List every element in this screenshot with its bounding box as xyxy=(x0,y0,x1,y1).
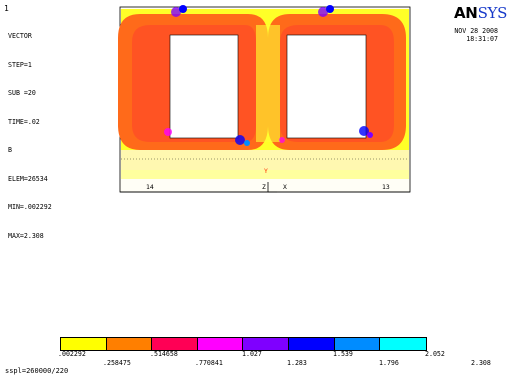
date-label: NOV 28 2008 xyxy=(454,27,498,35)
legend-swatch xyxy=(288,338,335,350)
caption-label: sspl=260000/220 xyxy=(5,367,69,375)
plot-type-label: VECTOR xyxy=(8,32,32,40)
legend-color-bar xyxy=(60,337,427,351)
legend-label: .514658 xyxy=(150,350,178,358)
center-leg xyxy=(256,25,280,142)
legend-label: 2.052 xyxy=(425,350,445,358)
axis-y-label: Y xyxy=(264,167,268,175)
window-number: 1 xyxy=(4,4,9,13)
left-core-inner xyxy=(132,25,256,142)
info-line: ELEM=26534 xyxy=(8,174,48,183)
legend-label: 1.796 xyxy=(379,359,399,367)
node-marker-right: 13 xyxy=(382,183,390,191)
ansys-logo: ANSYS xyxy=(454,4,508,22)
info-line: STEP=1 xyxy=(8,60,32,69)
legend-label: .258475 xyxy=(103,359,131,367)
info-line: B xyxy=(8,146,12,154)
lower-field-region xyxy=(121,150,409,170)
legend-swatch xyxy=(106,338,153,350)
node-marker-left: 14 xyxy=(146,183,154,191)
info-line: MIN=.002292 xyxy=(8,203,52,211)
timestamp: NOV 28 2008 18:31:07 xyxy=(454,27,498,43)
legend-label: 2.308 xyxy=(471,359,491,367)
legend-label: .770841 xyxy=(195,359,223,367)
legend-swatch xyxy=(243,338,289,350)
info-block: VECTOR STEP=1 SUB =20 TIME=.02 B ELEM=26… xyxy=(8,13,52,251)
legend-label: .002292 xyxy=(58,350,86,358)
axis-x-label: X xyxy=(283,183,287,191)
right-window xyxy=(286,34,367,139)
info-line: TIME=.02 xyxy=(8,117,40,126)
legend-label: 1.027 xyxy=(242,350,262,358)
legend-label: 1.539 xyxy=(333,350,353,358)
legend-label: 1.283 xyxy=(287,359,307,367)
legend-swatch xyxy=(334,338,381,350)
info-line: SUB =20 xyxy=(8,89,36,97)
time-label: 18:31:07 xyxy=(466,35,498,43)
right-core-inner xyxy=(280,25,394,142)
legend-swatch xyxy=(380,338,426,350)
legend-swatch xyxy=(61,338,107,350)
axis-z-label: Z xyxy=(262,183,266,191)
legend-swatch xyxy=(197,338,244,350)
info-line: MAX=2.308 xyxy=(8,231,44,240)
legend-swatch xyxy=(152,338,198,350)
left-window xyxy=(169,34,239,139)
contour-legend: .002292 .514658 1.027 1.539 2.052 .25847… xyxy=(58,337,510,377)
corner-hotspots xyxy=(164,5,373,146)
